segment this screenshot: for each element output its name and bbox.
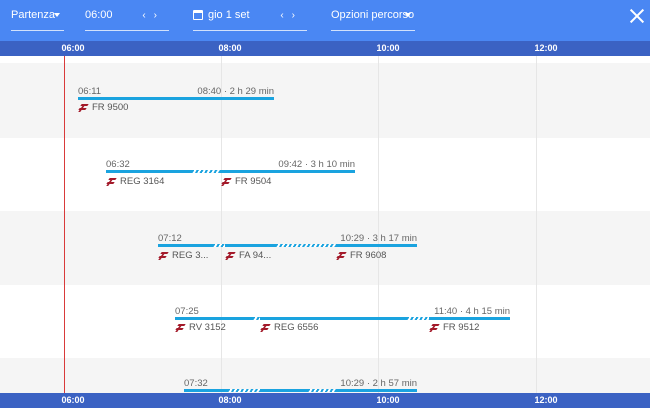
arrival-duration: 11:40 · 4 h 15 min: [434, 306, 510, 317]
departure-time: 07:12: [158, 233, 182, 244]
train-label: REG 3...: [158, 250, 208, 261]
chevron-down-icon: [54, 13, 60, 17]
transfer-wait: [213, 244, 225, 247]
route-options-select[interactable]: Opzioni percorso: [331, 0, 415, 31]
row-background: [0, 211, 650, 285]
current-time-line: [64, 56, 65, 393]
date-value: gio 1 set: [208, 9, 250, 21]
train-label: REG 6556: [260, 322, 318, 333]
time-field[interactable]: 06:00 ‹›: [85, 0, 169, 31]
arrival-duration: 10:29 · 3 h 17 min: [340, 233, 417, 244]
axis-tick: 06:00: [61, 395, 85, 405]
trenitalia-logo-icon: [221, 177, 232, 186]
date-field[interactable]: gio 1 set ‹›: [193, 0, 307, 31]
time-axis-bottom: 06:00 08:00 10:00 12:00: [0, 393, 650, 408]
chevron-left-icon[interactable]: ‹: [142, 10, 154, 21]
trip-row[interactable]: 07:12 10:29 · 3 h 17 min REG 3... FA 94.…: [0, 211, 650, 285]
route-segment: [220, 170, 355, 173]
axis-tick: 12:00: [534, 43, 558, 53]
departure-time: 06:11: [78, 86, 102, 97]
route-segment: [106, 170, 192, 173]
trip-row[interactable]: 06:32 09:42 · 3 h 10 min REG 3164 FR 950…: [0, 137, 650, 211]
route-segment: [336, 389, 417, 392]
trenitalia-logo-icon: [78, 103, 89, 112]
grid-line: [221, 56, 222, 393]
mode-select[interactable]: Partenza: [11, 0, 64, 31]
time-stepper[interactable]: ‹›: [142, 0, 165, 31]
route-segment: [429, 317, 510, 320]
trenitalia-logo-icon: [225, 251, 236, 260]
train-label: FR 9512: [429, 322, 479, 333]
search-toolbar: Partenza 06:00 ‹› gio 1 set ‹› Opzioni p…: [0, 0, 650, 41]
row-background: [0, 358, 650, 393]
grid-line: [378, 56, 379, 393]
row-background: [0, 63, 650, 138]
trenitalia-logo-icon: [106, 177, 117, 186]
time-value: 06:00: [85, 9, 113, 21]
chevron-right-icon[interactable]: ›: [291, 10, 303, 21]
route-segment: [184, 389, 228, 392]
chevron-down-icon: [405, 13, 411, 17]
route-options-label: Opzioni percorso: [331, 9, 415, 21]
route-segment: [78, 97, 274, 100]
train-label: FR 9608: [336, 250, 386, 261]
axis-tick: 08:00: [218, 395, 242, 405]
departure-time: 07:25: [175, 306, 199, 317]
trenitalia-logo-icon: [260, 323, 271, 332]
calendar-icon: [193, 10, 203, 20]
trenitalia-logo-icon: [429, 323, 440, 332]
train-label: FR 9500: [78, 102, 128, 113]
arrival-duration: 09:42 · 3 h 10 min: [278, 159, 355, 170]
transfer-wait: [407, 317, 429, 320]
train-label: REG 3164: [106, 176, 164, 187]
train-label: RV 3152: [175, 322, 226, 333]
mode-label: Partenza: [11, 9, 56, 21]
axis-tick: 12:00: [534, 395, 558, 405]
train-label: FA 94...: [225, 250, 271, 261]
chevron-left-icon[interactable]: ‹: [280, 10, 292, 21]
route-segment: [225, 244, 276, 247]
trip-row[interactable]: 06:11 08:40 · 2 h 29 min FR 9500: [0, 63, 650, 137]
axis-tick: 10:00: [376, 43, 400, 53]
axis-tick: 08:00: [218, 43, 242, 53]
close-icon[interactable]: [629, 8, 645, 24]
route-segment: [158, 244, 213, 247]
arrival-duration: 10:29 · 2 h 57 min: [340, 378, 417, 389]
trenitalia-logo-icon: [336, 251, 347, 260]
arrival-duration: 08:40 · 2 h 29 min: [197, 86, 274, 97]
trip-row[interactable]: 07:32 10:29 · 2 h 57 min: [0, 358, 650, 393]
transfer-wait: [228, 389, 260, 392]
route-segment: [175, 317, 253, 320]
departure-time: 07:32: [184, 378, 208, 389]
transfer-wait: [276, 244, 336, 247]
trenitalia-logo-icon: [175, 323, 186, 332]
grid-line: [536, 56, 537, 393]
axis-tick: 10:00: [376, 395, 400, 405]
route-segment: [336, 244, 417, 247]
route-segment: [260, 317, 407, 320]
departure-time: 06:32: [106, 159, 130, 170]
transfer-wait: [308, 389, 336, 392]
chevron-right-icon[interactable]: ›: [153, 10, 165, 21]
trip-row[interactable]: 07:25 11:40 · 4 h 15 min RV 3152 REG 655…: [0, 285, 650, 359]
train-label: FR 9504: [221, 176, 271, 187]
date-stepper[interactable]: ‹›: [280, 0, 303, 31]
transfer-wait: [192, 170, 220, 173]
axis-tick: 06:00: [61, 43, 85, 53]
route-segment: [260, 389, 308, 392]
time-axis-top: 06:00 08:00 10:00 12:00: [0, 41, 650, 56]
transfer-wait: [253, 317, 260, 320]
trenitalia-logo-icon: [158, 251, 169, 260]
